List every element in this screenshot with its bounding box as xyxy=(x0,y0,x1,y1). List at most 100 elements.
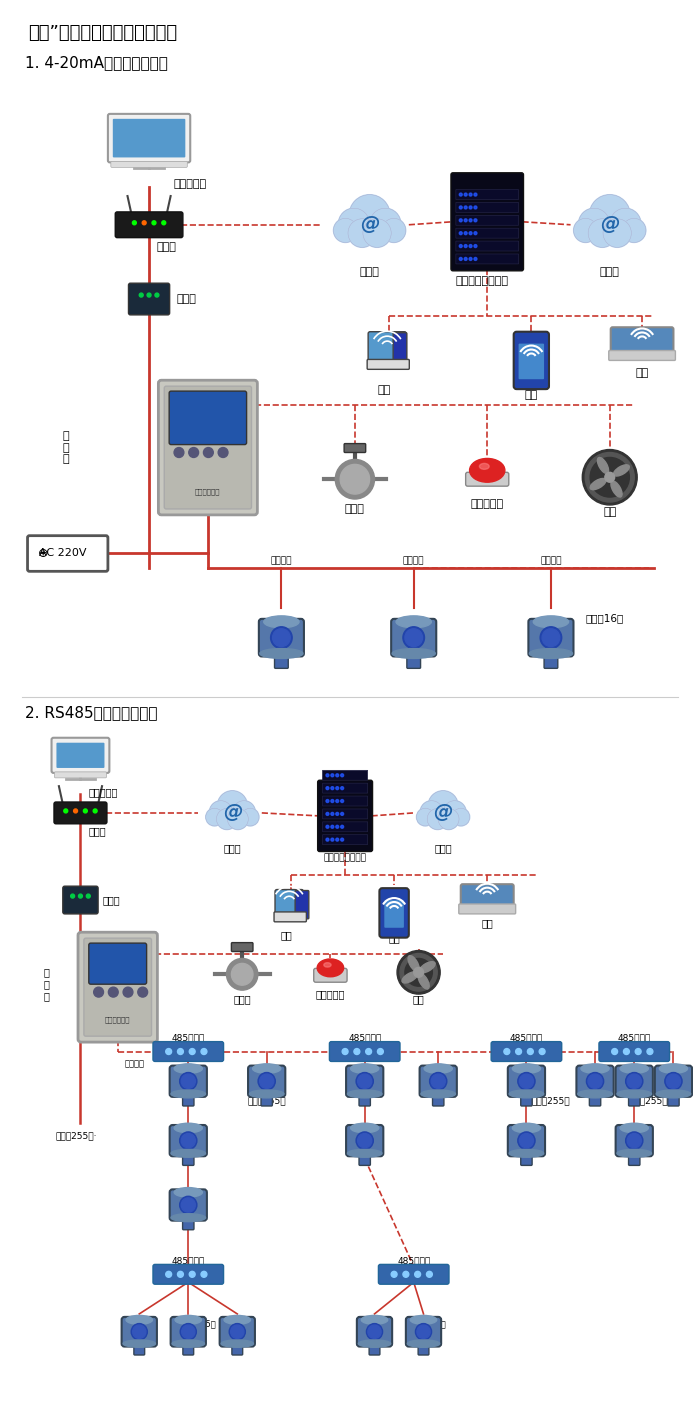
Text: 探测控制主机: 探测控制主机 xyxy=(105,1016,130,1023)
Text: 单机版电脑: 单机版电脑 xyxy=(174,179,206,189)
Circle shape xyxy=(464,257,467,260)
FancyBboxPatch shape xyxy=(369,1342,380,1355)
Circle shape xyxy=(377,1048,384,1054)
Text: 终端: 终端 xyxy=(482,917,493,927)
Circle shape xyxy=(123,988,133,998)
Circle shape xyxy=(155,293,159,297)
Circle shape xyxy=(331,826,334,829)
Circle shape xyxy=(519,1074,533,1089)
Ellipse shape xyxy=(581,1064,609,1074)
Text: 485中继器: 485中继器 xyxy=(172,1256,205,1265)
Ellipse shape xyxy=(614,464,629,476)
Circle shape xyxy=(147,293,151,297)
Ellipse shape xyxy=(656,1090,691,1097)
Circle shape xyxy=(426,1272,433,1278)
Circle shape xyxy=(206,808,223,826)
Circle shape xyxy=(622,218,646,242)
Text: 485中继器: 485中继器 xyxy=(172,1033,205,1043)
Circle shape xyxy=(588,1074,602,1089)
Circle shape xyxy=(108,988,118,998)
Circle shape xyxy=(459,245,462,248)
Circle shape xyxy=(459,205,462,208)
Circle shape xyxy=(540,626,561,649)
Circle shape xyxy=(464,193,467,196)
Circle shape xyxy=(94,988,104,998)
FancyBboxPatch shape xyxy=(344,443,365,453)
Circle shape xyxy=(166,1272,172,1278)
Circle shape xyxy=(218,447,228,457)
Circle shape xyxy=(582,449,637,505)
Circle shape xyxy=(139,293,144,297)
FancyBboxPatch shape xyxy=(220,1317,255,1346)
Circle shape xyxy=(228,809,248,830)
Ellipse shape xyxy=(171,1150,206,1158)
Text: 互联网: 互联网 xyxy=(360,267,379,277)
Ellipse shape xyxy=(470,459,505,483)
FancyBboxPatch shape xyxy=(458,905,516,915)
FancyBboxPatch shape xyxy=(359,1092,370,1106)
Circle shape xyxy=(624,1048,629,1054)
FancyBboxPatch shape xyxy=(391,619,436,657)
FancyBboxPatch shape xyxy=(84,938,151,1036)
Circle shape xyxy=(336,787,339,789)
Circle shape xyxy=(152,221,156,225)
Circle shape xyxy=(464,219,467,222)
FancyBboxPatch shape xyxy=(359,1151,370,1165)
Circle shape xyxy=(260,1074,274,1089)
Ellipse shape xyxy=(408,955,419,972)
Circle shape xyxy=(348,218,377,248)
Circle shape xyxy=(182,1325,195,1338)
Circle shape xyxy=(403,626,424,649)
Circle shape xyxy=(326,787,329,789)
Circle shape xyxy=(340,464,370,494)
Circle shape xyxy=(469,193,472,196)
Circle shape xyxy=(71,893,75,898)
FancyBboxPatch shape xyxy=(129,283,169,315)
Ellipse shape xyxy=(509,1090,544,1097)
Ellipse shape xyxy=(171,1214,206,1221)
Ellipse shape xyxy=(512,1123,540,1133)
Text: @: @ xyxy=(360,215,379,235)
Ellipse shape xyxy=(620,1123,648,1133)
Circle shape xyxy=(349,194,390,236)
FancyBboxPatch shape xyxy=(346,1065,384,1097)
Text: 互联网: 互联网 xyxy=(434,844,452,854)
Circle shape xyxy=(271,626,292,649)
Circle shape xyxy=(341,812,344,816)
Text: 转换器: 转换器 xyxy=(176,294,197,304)
Text: AC 220V: AC 220V xyxy=(39,549,87,559)
Ellipse shape xyxy=(421,1090,456,1097)
FancyBboxPatch shape xyxy=(544,651,558,668)
Circle shape xyxy=(438,809,459,830)
Ellipse shape xyxy=(260,649,303,658)
Text: 可连接255台: 可连接255台 xyxy=(180,1320,216,1328)
Text: 可连接255台: 可连接255台 xyxy=(410,1320,447,1328)
Circle shape xyxy=(627,1134,641,1148)
Ellipse shape xyxy=(533,616,568,628)
Circle shape xyxy=(201,1272,207,1278)
Ellipse shape xyxy=(324,962,331,967)
Ellipse shape xyxy=(512,1064,540,1074)
Ellipse shape xyxy=(396,616,431,628)
Circle shape xyxy=(516,1048,522,1054)
FancyBboxPatch shape xyxy=(528,619,573,657)
Circle shape xyxy=(647,1048,653,1054)
Circle shape xyxy=(180,1324,197,1339)
Circle shape xyxy=(93,809,97,813)
FancyBboxPatch shape xyxy=(610,328,673,356)
Text: 路由器: 路由器 xyxy=(88,826,106,836)
Circle shape xyxy=(627,1074,641,1089)
FancyBboxPatch shape xyxy=(456,228,519,238)
Ellipse shape xyxy=(617,1150,652,1158)
FancyBboxPatch shape xyxy=(668,1092,679,1106)
FancyBboxPatch shape xyxy=(314,968,347,982)
FancyBboxPatch shape xyxy=(169,1189,207,1221)
Circle shape xyxy=(415,1324,432,1339)
FancyBboxPatch shape xyxy=(122,1317,157,1346)
Ellipse shape xyxy=(358,1339,391,1348)
Circle shape xyxy=(428,791,458,822)
Circle shape xyxy=(341,799,344,802)
FancyBboxPatch shape xyxy=(169,391,246,445)
Text: 风机: 风机 xyxy=(413,995,424,1005)
Ellipse shape xyxy=(123,1339,155,1348)
